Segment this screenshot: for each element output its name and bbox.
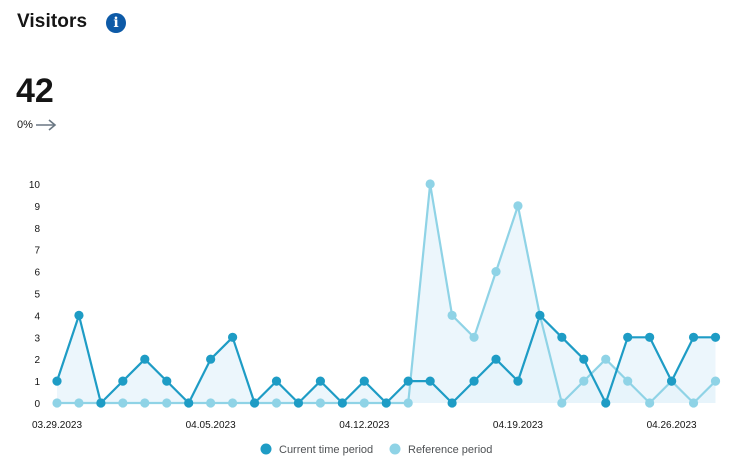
data-point xyxy=(118,376,128,386)
data-point xyxy=(447,398,457,408)
data-point xyxy=(623,376,633,386)
data-point xyxy=(271,398,282,408)
data-point xyxy=(425,376,435,386)
data-point xyxy=(557,332,567,342)
info-icon[interactable]: i xyxy=(106,13,126,33)
data-point xyxy=(359,398,369,408)
data-point xyxy=(710,332,721,342)
y-tick-label: 1 xyxy=(34,377,40,388)
data-point xyxy=(140,354,150,364)
series-area xyxy=(57,315,716,403)
data-point xyxy=(623,332,633,342)
y-tick-label: 8 xyxy=(34,224,40,235)
data-point xyxy=(293,398,304,408)
data-point xyxy=(96,398,106,408)
arrow-right-icon xyxy=(35,119,57,131)
data-point xyxy=(52,376,62,386)
data-point xyxy=(447,310,457,320)
data-point xyxy=(315,398,325,408)
data-point xyxy=(601,354,611,364)
data-point xyxy=(688,398,699,408)
x-tick-label: 04.05.2023 xyxy=(186,420,236,431)
y-tick-label: 6 xyxy=(34,268,40,279)
data-point xyxy=(535,310,545,320)
data-point xyxy=(162,398,172,408)
data-point xyxy=(359,376,369,386)
data-point xyxy=(491,267,501,277)
data-point xyxy=(688,332,699,342)
legend-marker xyxy=(260,443,272,455)
data-point xyxy=(74,398,84,408)
data-point xyxy=(491,354,501,364)
data-point xyxy=(710,376,721,386)
data-point xyxy=(162,376,172,386)
data-point xyxy=(645,332,655,342)
data-point xyxy=(557,398,567,408)
data-point xyxy=(315,376,325,386)
data-point xyxy=(337,398,347,408)
data-point xyxy=(469,376,479,386)
y-tick-label: 0 xyxy=(34,399,40,410)
y-tick-label: 9 xyxy=(34,202,40,213)
x-tick-label: 03.29.2023 xyxy=(32,420,82,431)
data-point xyxy=(184,398,194,408)
x-tick-label: 04.19.2023 xyxy=(493,420,543,431)
data-point xyxy=(645,398,655,408)
data-point xyxy=(206,398,216,408)
legend-label: Current time period xyxy=(279,444,373,456)
data-point xyxy=(271,376,282,386)
data-point xyxy=(601,398,611,408)
data-point xyxy=(403,398,413,408)
data-point xyxy=(52,398,62,408)
widget-title: Visitors xyxy=(17,11,88,32)
data-point xyxy=(667,376,677,386)
data-point xyxy=(74,310,84,320)
legend-label: Reference period xyxy=(408,444,492,456)
data-point xyxy=(579,376,589,386)
data-point xyxy=(228,398,238,408)
data-point xyxy=(403,376,413,386)
y-tick-label: 10 xyxy=(29,180,41,191)
data-point xyxy=(228,332,238,342)
legend-marker xyxy=(389,443,401,455)
data-point xyxy=(140,398,150,408)
x-tick-label: 04.26.2023 xyxy=(647,420,697,431)
data-point xyxy=(206,354,216,364)
y-tick-label: 4 xyxy=(34,311,40,322)
data-point xyxy=(579,354,589,364)
visitors-count: 42 xyxy=(16,72,54,110)
data-point xyxy=(118,398,128,408)
data-point xyxy=(469,332,479,342)
data-point xyxy=(425,179,435,189)
y-tick-label: 3 xyxy=(34,333,40,344)
y-tick-label: 2 xyxy=(34,355,40,366)
data-point xyxy=(249,398,260,408)
data-point xyxy=(513,201,523,211)
change-percent: 0% xyxy=(17,119,33,131)
y-tick-label: 5 xyxy=(34,290,40,301)
x-tick-label: 04.12.2023 xyxy=(339,420,389,431)
y-tick-label: 7 xyxy=(34,246,40,257)
change-indicator: 0% xyxy=(17,119,57,131)
data-point xyxy=(513,376,523,386)
data-point xyxy=(381,398,391,408)
